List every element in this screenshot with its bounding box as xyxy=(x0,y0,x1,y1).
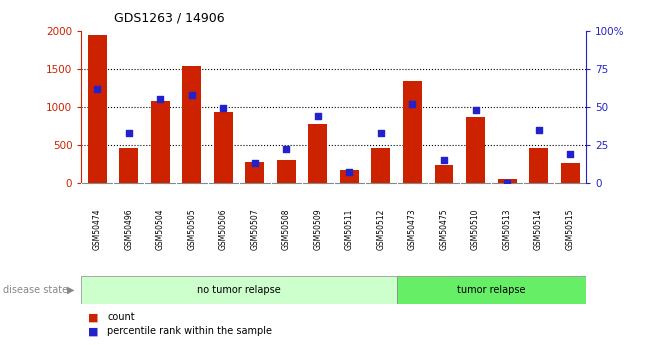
Point xyxy=(281,147,292,152)
Text: ■: ■ xyxy=(88,313,98,322)
Point xyxy=(344,169,355,175)
Text: GSM50510: GSM50510 xyxy=(471,209,480,250)
Bar xyxy=(119,148,138,183)
Bar xyxy=(497,179,516,183)
Point xyxy=(155,97,165,102)
FancyBboxPatch shape xyxy=(81,276,396,304)
Point xyxy=(92,86,102,91)
Point xyxy=(533,127,544,132)
Bar xyxy=(435,165,454,183)
Text: no tumor relapse: no tumor relapse xyxy=(197,285,281,295)
Text: GSM50504: GSM50504 xyxy=(156,209,165,250)
Bar xyxy=(372,148,391,183)
Bar xyxy=(529,148,548,183)
Point xyxy=(249,160,260,166)
Text: ▶: ▶ xyxy=(67,285,75,295)
Text: GSM50514: GSM50514 xyxy=(534,209,543,250)
Bar xyxy=(309,125,327,183)
Bar xyxy=(277,160,296,183)
Point xyxy=(470,107,480,113)
Bar xyxy=(182,66,201,183)
Text: GSM50473: GSM50473 xyxy=(408,209,417,250)
Text: GSM50509: GSM50509 xyxy=(313,209,322,250)
Text: percentile rank within the sample: percentile rank within the sample xyxy=(107,326,272,336)
Text: GSM50506: GSM50506 xyxy=(219,209,228,250)
Bar xyxy=(561,163,579,183)
Text: GSM50508: GSM50508 xyxy=(282,209,291,250)
Text: GSM50513: GSM50513 xyxy=(503,209,512,250)
Point xyxy=(376,130,386,136)
Text: GSM50474: GSM50474 xyxy=(92,209,102,250)
Text: disease state: disease state xyxy=(3,285,68,295)
Bar xyxy=(214,112,233,183)
Text: tumor relapse: tumor relapse xyxy=(457,285,525,295)
Bar xyxy=(245,162,264,183)
Text: GSM50496: GSM50496 xyxy=(124,209,133,250)
FancyBboxPatch shape xyxy=(396,276,586,304)
Text: ■: ■ xyxy=(88,326,98,336)
Point xyxy=(124,130,134,136)
Text: GSM50512: GSM50512 xyxy=(376,209,385,250)
Bar xyxy=(466,117,485,183)
Text: GSM50475: GSM50475 xyxy=(439,209,449,250)
Point xyxy=(312,113,323,119)
Point xyxy=(565,151,575,157)
Point xyxy=(502,180,512,186)
Text: count: count xyxy=(107,313,135,322)
Text: GDS1263 / 14906: GDS1263 / 14906 xyxy=(114,11,225,24)
Bar xyxy=(340,170,359,183)
Bar xyxy=(151,101,170,183)
Point xyxy=(218,106,229,111)
Text: GSM50507: GSM50507 xyxy=(250,209,259,250)
Bar xyxy=(88,35,107,183)
Bar xyxy=(403,81,422,183)
Text: GSM50515: GSM50515 xyxy=(566,209,575,250)
Point xyxy=(408,101,418,107)
Text: GSM50511: GSM50511 xyxy=(345,209,354,250)
Text: GSM50505: GSM50505 xyxy=(187,209,196,250)
Point xyxy=(187,92,197,98)
Point xyxy=(439,157,449,163)
